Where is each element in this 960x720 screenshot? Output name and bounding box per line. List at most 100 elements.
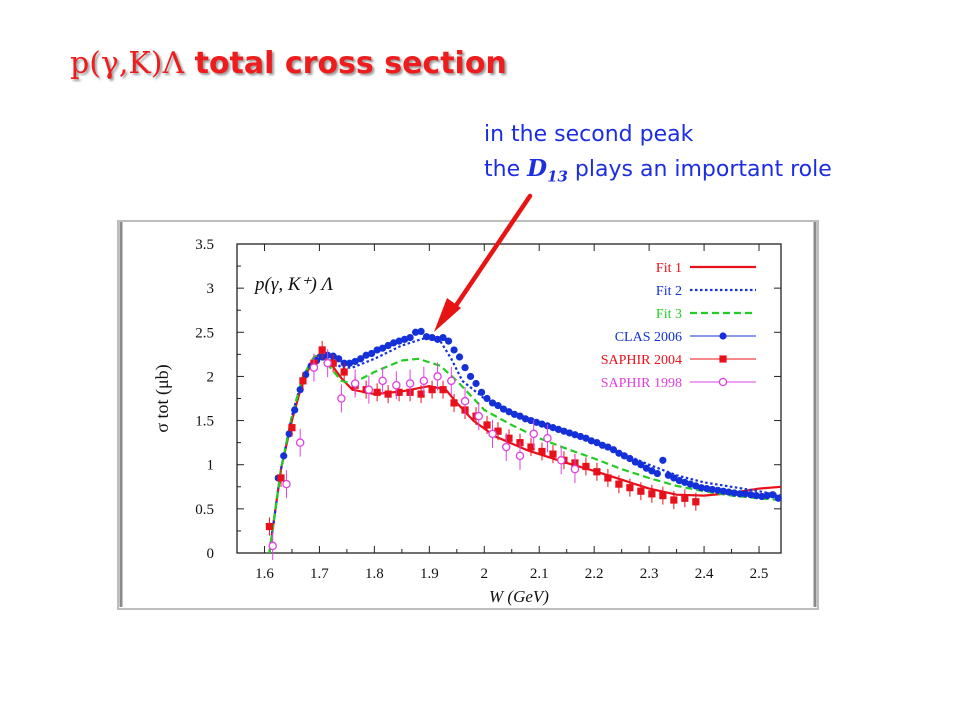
- clas-2006-point: [686, 480, 694, 488]
- saphir-1998-point: [433, 372, 442, 381]
- clas-2006-point: [280, 452, 288, 460]
- clas-2006-point: [422, 333, 431, 341]
- curve-fit-3: [268, 353, 782, 554]
- clas-2006-point: [335, 355, 343, 363]
- d13-subscript: 13: [547, 167, 568, 186]
- y-tick-label: 3.5: [195, 237, 214, 253]
- clas-2006-point: [626, 454, 634, 463]
- clas-2006-point: [560, 427, 568, 435]
- saphir-1998-point: [337, 394, 346, 403]
- clas-2006-point: [571, 431, 579, 439]
- saphir-1998-point: [447, 376, 456, 386]
- legend-marker: [718, 377, 728, 387]
- clas-2006-point: [351, 357, 359, 366]
- clas-2006-point: [604, 443, 612, 451]
- annotation-line-2: the D13 plays an important role: [484, 152, 832, 194]
- clas-2006-point: [455, 353, 464, 361]
- clas-2006-point: [400, 335, 409, 343]
- clas-2006-point: [681, 478, 689, 486]
- clas-2006-point: [439, 333, 447, 342]
- saphir-1998-point: [529, 429, 538, 439]
- clas-2006-point: [510, 410, 519, 418]
- saphir-1998-point: [419, 376, 429, 386]
- clas-2006-point: [483, 394, 491, 403]
- clas-2006-point: [395, 337, 403, 345]
- clas-2006-point: [368, 349, 376, 358]
- y-axis-label: σ tot (μb): [152, 364, 173, 432]
- clas-2006-point: [499, 405, 508, 413]
- x-tick-label: 2.3: [640, 566, 659, 582]
- curve-fit-2: [268, 335, 782, 554]
- saphir-1998-point: [502, 442, 511, 452]
- saphir-1998-point: [543, 433, 552, 443]
- saphir-2004-point: [549, 450, 557, 458]
- saphir-2004-point: [604, 474, 612, 482]
- clas-2006-point: [631, 458, 639, 466]
- clas-2006-point: [379, 344, 387, 352]
- clas-2006-point: [747, 491, 755, 499]
- clas-2006-point: [346, 359, 354, 367]
- clas-2006-point: [406, 333, 414, 342]
- clas-2006-point: [582, 434, 590, 442]
- clas-2006-point: [736, 490, 744, 498]
- clas-2006-point: [648, 467, 656, 475]
- clas-2006-point: [758, 492, 766, 501]
- saphir-2004-point: [340, 368, 348, 376]
- saphir-2004-point: [659, 492, 667, 500]
- d13-label: D13: [527, 155, 568, 186]
- clas-2006-point: [554, 425, 563, 433]
- saphir-1998-point: [323, 358, 332, 368]
- clas-2006-point: [587, 437, 596, 445]
- saphir-2004-point: [692, 498, 700, 506]
- clas-2006-point: [703, 484, 711, 493]
- clas-2006-point: [637, 461, 645, 469]
- annotation-arrow-shaft: [448, 193, 533, 316]
- x-tick-label: 1.6: [255, 566, 274, 582]
- clas-2006-point: [302, 371, 310, 379]
- legend-marker: [719, 355, 727, 363]
- slide-title: p(γ,K)Λ total cross section: [70, 46, 507, 81]
- saphir-2004-point: [428, 386, 436, 394]
- saphir-2004-point: [439, 386, 447, 394]
- saphir-1998-point: [570, 464, 580, 474]
- x-tick-label: 1.9: [420, 566, 439, 582]
- clas-2006-point: [593, 439, 601, 447]
- clas-2006-point: [472, 379, 480, 388]
- clas-2006-point: [719, 487, 727, 495]
- y-tick-label: 3: [207, 281, 215, 297]
- clas-2006-point: [291, 406, 299, 414]
- clas-2006-point: [642, 464, 650, 472]
- clas-2006-point: [609, 446, 618, 454]
- legend-label: Fit 2: [656, 284, 682, 299]
- x-tick-label: 2.5: [750, 566, 769, 582]
- clas-2006-point: [670, 474, 678, 482]
- clas-2006-point: [615, 449, 623, 457]
- legend-label: Fit 1: [656, 261, 682, 276]
- saphir-1998-point: [392, 381, 401, 390]
- saphir-1998-point: [364, 385, 374, 394]
- saphir-2004-point: [538, 447, 546, 456]
- saphir-2004-point: [505, 434, 513, 442]
- clas-2006-point: [653, 469, 661, 478]
- legend-marker: [719, 332, 727, 340]
- saphir-1998-point: [460, 396, 470, 406]
- saphir-2004-point: [318, 346, 326, 354]
- annotation-the: the: [484, 157, 528, 182]
- saphir-2004-point: [384, 390, 392, 398]
- saphir-2004-point: [329, 359, 337, 367]
- x-tick-label: 2.1: [530, 566, 549, 582]
- clas-2006-point: [692, 482, 700, 490]
- clas-2006-point: [428, 333, 436, 342]
- clas-2006-point: [417, 327, 425, 336]
- clas-2006-point: [390, 339, 398, 347]
- clas-2006-point: [675, 477, 683, 485]
- saphir-1998-point: [556, 456, 566, 465]
- clas-2006-point: [384, 341, 392, 350]
- saphir-2004-point: [450, 399, 458, 407]
- x-tick-label: 1.7: [310, 566, 329, 582]
- saphir-2004-point: [373, 388, 381, 396]
- clas-2006-point: [450, 346, 458, 354]
- saphir-1998-point: [295, 438, 305, 447]
- x-axis-label: W (GeV): [489, 587, 549, 606]
- saphir-2004-point: [593, 468, 601, 476]
